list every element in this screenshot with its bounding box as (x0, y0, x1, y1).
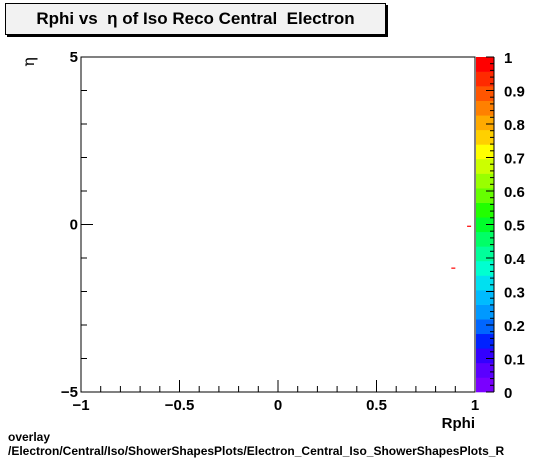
x-tick-label: 1 (471, 397, 479, 414)
colorbar-tick-label: 0.8 (504, 117, 525, 134)
colorbar-tick-label: 0 (504, 385, 512, 402)
colorbar-tick-label: 0.5 (504, 218, 525, 235)
colorbar-tick-label: 0.9 (504, 84, 525, 101)
colorbar-segment (476, 71, 494, 87)
colorbar-segment (476, 290, 494, 305)
x-axis-label: Rphi (442, 415, 475, 432)
x-tick-label: 0 (274, 397, 282, 414)
colorbar-tick-label: 0.4 (504, 251, 526, 268)
colorbar-segment (476, 100, 494, 116)
colorbar-segment (476, 304, 494, 320)
data-point (467, 225, 472, 227)
colorbar-segment (476, 275, 494, 291)
colorbar-segment (476, 246, 494, 262)
chart-title: Rphi vs η of Iso Reco Central Electron (5, 3, 386, 35)
colorbar-segment (476, 115, 494, 131)
colorbar-segment (476, 319, 494, 335)
colorbar-tick-label: 0.1 (504, 352, 525, 369)
colorbar-segment (476, 260, 494, 276)
y-tick-label: 5 (70, 49, 78, 66)
x-tick-label: 0.5 (366, 397, 387, 414)
colorbar-tick-label: 1 (504, 50, 512, 67)
colorbar-segment (476, 188, 494, 203)
colorbar-tick-label: 0.6 (504, 184, 525, 201)
colorbar-segment (476, 362, 494, 378)
colorbar-tick-label: 0.2 (504, 318, 525, 335)
y-tick-label: 0 (70, 217, 78, 234)
colorbar-segment (476, 231, 494, 247)
colorbar-tick-label: 0.7 (504, 151, 525, 168)
y-axis-label: η (19, 57, 38, 67)
colorbar-segment (476, 144, 494, 160)
colorbar-segment (476, 217, 494, 233)
x-tick-label: −0.5 (165, 397, 195, 414)
colorbar-segment (476, 377, 494, 393)
y-tick-label: −5 (61, 384, 78, 401)
footer-text: overlay /Electron/Central/Iso/ShowerShap… (8, 430, 504, 458)
footer-line-1: overlay (8, 430, 51, 444)
colorbar-tick-label: 0.3 (504, 285, 525, 302)
footer-line-2: /Electron/Central/Iso/ShowerShapesPlots/… (8, 444, 505, 458)
x-tick-label: −1 (72, 397, 89, 414)
data-point (451, 267, 456, 269)
colorbar-segment (476, 202, 494, 218)
colorbar-segment (476, 57, 494, 72)
plot-frame (80, 56, 476, 393)
colorbar-segment (476, 173, 494, 189)
colorbar-segment (476, 348, 494, 364)
colorbar-segment (476, 86, 494, 101)
colorbar-segment (476, 129, 494, 145)
colorbar-segment (476, 158, 494, 174)
colorbar-segment (476, 333, 494, 349)
